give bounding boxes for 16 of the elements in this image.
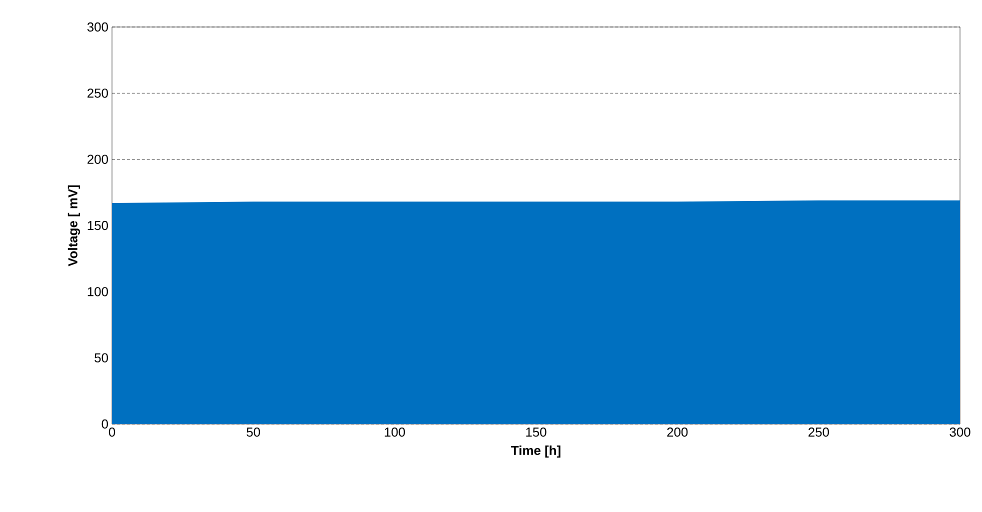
y-tick-label: 150 [88,220,108,230]
y-tick-label: 250 [88,88,108,98]
x-tick-label: 100 [384,428,405,437]
x-tick-label: 0 [108,428,116,437]
x-tick-label: 150 [526,428,546,437]
y-tick-label: 300 [87,22,108,32]
x-tick-label: 200 [667,428,688,437]
y-tick-label: 100 [88,287,108,296]
x-tick-label: 250 [808,428,829,437]
y-tick-label: 50 [94,353,108,362]
x-tick-label: 300 [950,428,970,437]
x-tick-label: 50 [246,428,260,437]
x-axis-title: Time [h] [511,446,560,458]
y-axis-title: Voltage [ mV] [68,185,80,266]
y-tick-label: 0 [102,419,108,429]
y-tick-label: 200 [88,154,108,164]
